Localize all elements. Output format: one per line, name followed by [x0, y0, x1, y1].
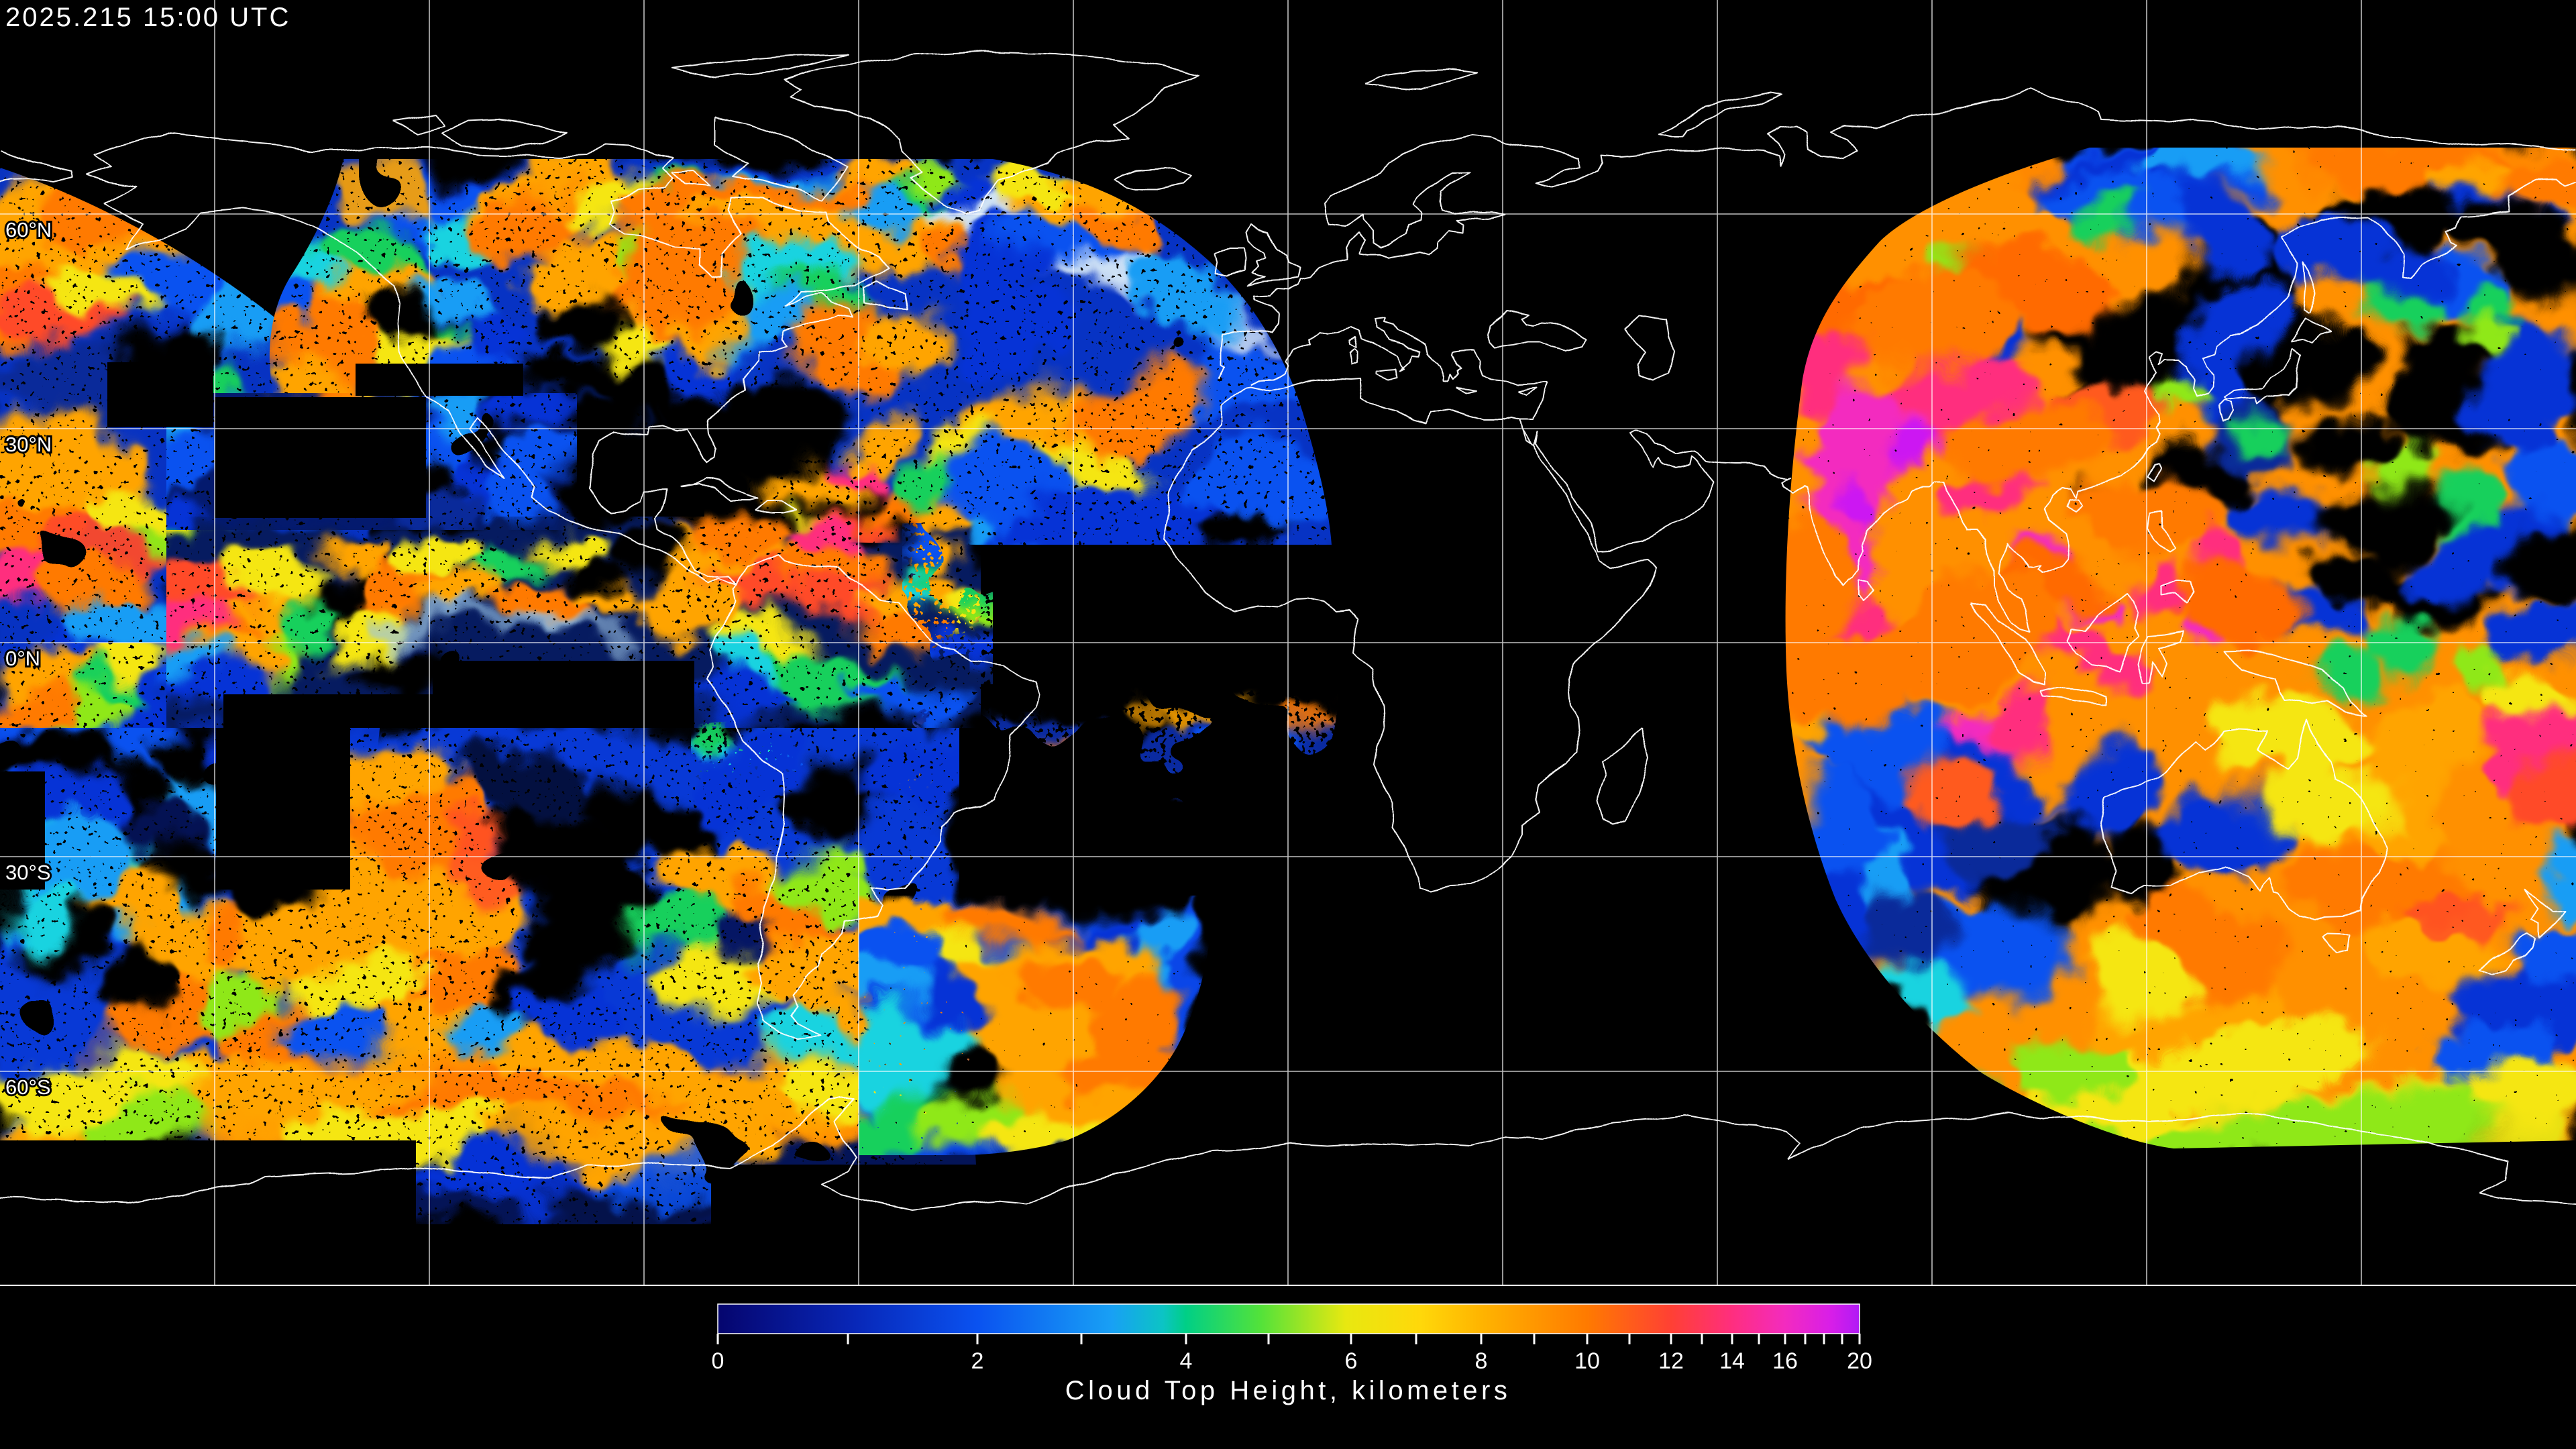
svg-text:20: 20 — [1847, 1348, 1872, 1374]
svg-text:8: 8 — [1475, 1348, 1488, 1374]
svg-text:60°N: 60°N — [5, 218, 52, 241]
svg-text:0°N: 0°N — [5, 647, 40, 670]
svg-text:16: 16 — [1772, 1348, 1798, 1374]
svg-text:14: 14 — [1719, 1348, 1745, 1374]
svg-text:10: 10 — [1574, 1348, 1600, 1374]
svg-text:30°N: 30°N — [5, 433, 52, 456]
svg-text:2: 2 — [971, 1348, 984, 1374]
svg-text:Cloud Top Height, kilometers: Cloud Top Height, kilometers — [1065, 1376, 1511, 1405]
svg-text:60°S: 60°S — [5, 1075, 51, 1099]
svg-text:0: 0 — [712, 1348, 724, 1374]
svg-text:12: 12 — [1658, 1348, 1684, 1374]
svg-text:30°S: 30°S — [5, 861, 51, 884]
svg-text:2025.215 15:00 UTC: 2025.215 15:00 UTC — [5, 3, 290, 32]
svg-text:4: 4 — [1180, 1348, 1193, 1374]
svg-text:6: 6 — [1345, 1348, 1358, 1374]
